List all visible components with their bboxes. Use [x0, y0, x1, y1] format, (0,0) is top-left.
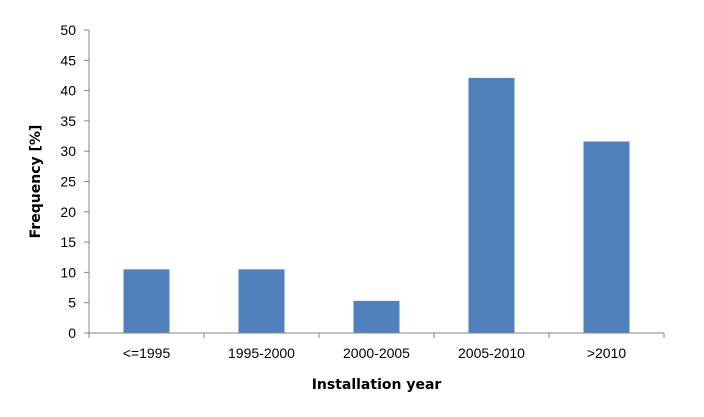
y-tick-label: 30 — [60, 143, 76, 159]
y-axis-ticks: 0 5 10 15 20 25 30 35 40 45 50 — [60, 22, 89, 341]
y-tick-label: 50 — [60, 22, 76, 38]
y-tick-label: 0 — [68, 325, 76, 341]
y-tick-label: 40 — [60, 83, 76, 99]
y-tick-label: 15 — [60, 234, 76, 250]
bar-3 — [468, 77, 515, 334]
x-tick-label: 1995-2000 — [228, 345, 295, 361]
y-tick-label: 45 — [60, 52, 76, 68]
x-tick-label: >2010 — [587, 345, 627, 361]
y-tick-label: 25 — [60, 174, 76, 190]
y-tick-label: 5 — [68, 295, 76, 311]
bar-1 — [238, 269, 285, 333]
bar-0 — [123, 269, 170, 333]
x-tick-label: <=1995 — [123, 345, 171, 361]
bar-2 — [353, 300, 400, 333]
bars-group — [123, 77, 630, 334]
x-axis-title: Installation year — [312, 377, 442, 393]
x-tick-label: 2005-2010 — [458, 345, 525, 361]
bar-4 — [583, 141, 630, 333]
x-tick-label: 2000-2005 — [343, 345, 410, 361]
x-axis-ticks: <=1995 1995-2000 2000-2005 2005-2010 >2010 — [88, 333, 665, 361]
y-axis-title: Frequency [%] — [28, 125, 44, 239]
y-tick-label: 10 — [60, 264, 76, 280]
y-tick-label: 20 — [60, 204, 76, 220]
y-tick-label: 35 — [60, 113, 76, 129]
